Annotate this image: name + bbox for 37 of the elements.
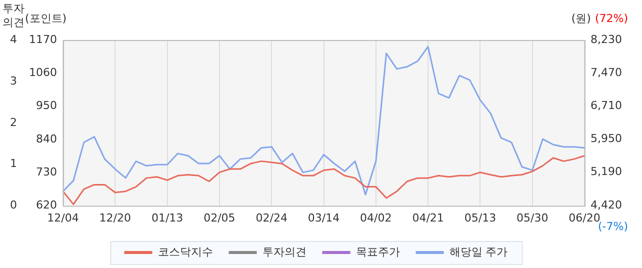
x-tick-label: 03/14: [308, 211, 340, 224]
x-tick-label: 04/02: [360, 211, 392, 224]
y3-axis-title: 투자의견: [2, 2, 24, 29]
legend-label: 투자의견: [262, 245, 306, 258]
y2-axis-title: (원): [571, 12, 591, 25]
y2-tick-label: 4,420: [590, 198, 622, 212]
y2-tick-label: 6,710: [590, 99, 622, 112]
y3-tick-label: 3: [10, 74, 17, 88]
text: (72%): [594, 12, 628, 25]
x-tick-label: 02/05: [204, 211, 236, 224]
text: (-7%): [598, 220, 628, 233]
y-tick-label: 1060: [28, 66, 57, 80]
x-tick-label: 12/20: [99, 211, 131, 224]
y3-tick-label: 4: [10, 32, 17, 46]
legend-label: 해당일 주가: [449, 245, 508, 258]
y2-tick-label: 5,190: [590, 165, 622, 178]
y3-tick-label: 1: [10, 157, 17, 170]
y-tick-label: 1170: [28, 32, 57, 46]
x-tick-label: 12/04: [47, 211, 79, 224]
y2-tick-label: 8,230: [590, 32, 622, 46]
x-tick-label: 06/20: [568, 211, 600, 224]
y-axis-title: (포인트): [25, 12, 67, 25]
y3-tick-label: 2: [10, 116, 17, 129]
y3-tick-label: 0: [10, 198, 17, 212]
y2-tick-label: 5,950: [590, 132, 622, 146]
x-tick-label: 02/24: [256, 211, 288, 224]
x-tick-label: 05/13: [464, 211, 496, 224]
legend-label: 코스닥지수: [158, 245, 213, 258]
y-tick-label: 620: [36, 198, 57, 212]
y2-tick-label: 7,470: [590, 66, 622, 79]
x-tick-label: 01/13: [151, 211, 184, 224]
y-tick-label: 950: [36, 99, 57, 112]
x-tick-label: 05/30: [516, 211, 548, 224]
legend-label: 목표주가: [356, 245, 400, 258]
y-tick-label: 730: [36, 166, 57, 178]
x-tick-label: 04/21: [412, 211, 444, 224]
y-tick-label: 840: [36, 132, 57, 146]
